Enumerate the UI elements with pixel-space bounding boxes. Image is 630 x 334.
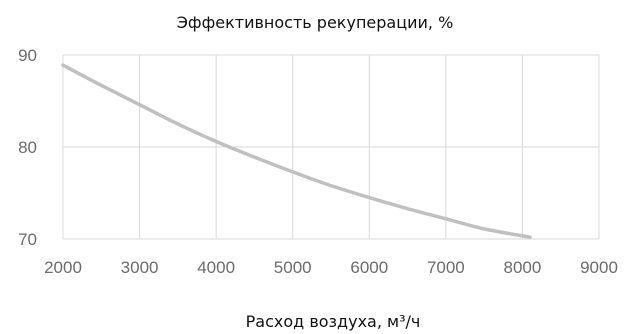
data-point-0-12: [529, 236, 531, 238]
data-point-0-4: [215, 140, 217, 143]
x-tick-label-2: 4000: [197, 258, 235, 277]
series-line-0: [61, 63, 532, 239]
x-tick-label-5: 7000: [427, 258, 465, 277]
x-tick-labels: 2000 3000 4000 5000 6000 7000 8000 9000: [44, 258, 618, 277]
data-point-0-2: [138, 103, 141, 106]
grid: [62, 54, 600, 240]
data-point-0-5: [253, 156, 256, 158]
data-point-0-3: [177, 123, 179, 125]
data-point-0-0: [62, 64, 64, 66]
data-point-0-10: [445, 217, 447, 220]
data-point-0-7: [330, 184, 332, 187]
chart-title: Эффективность рекуперации, %: [177, 13, 454, 32]
x-tick-label-6: 8000: [504, 258, 542, 277]
x-tick-label-7: 9000: [580, 258, 618, 277]
data-point-0-6: [291, 171, 294, 173]
y-tick-label-2: 90: [18, 46, 37, 65]
x-tick-label-1: 3000: [121, 258, 159, 277]
data-point-0-11: [483, 228, 485, 230]
y-tick-label-1: 80: [18, 138, 37, 157]
data-point-0-9: [406, 207, 409, 210]
data-point-0-1: [100, 84, 103, 87]
x-axis-label: Расход воздуха, м³/ч: [246, 312, 421, 331]
x-tick-label-0: 2000: [44, 258, 82, 277]
x-tick-label-3: 5000: [274, 258, 312, 277]
data-point-0-8: [368, 196, 371, 199]
series-layer: [61, 63, 532, 239]
y-tick-label-0: 70: [18, 230, 37, 249]
x-tick-label-4: 6000: [350, 258, 388, 277]
y-tick-labels: 70 80 90: [18, 46, 37, 249]
